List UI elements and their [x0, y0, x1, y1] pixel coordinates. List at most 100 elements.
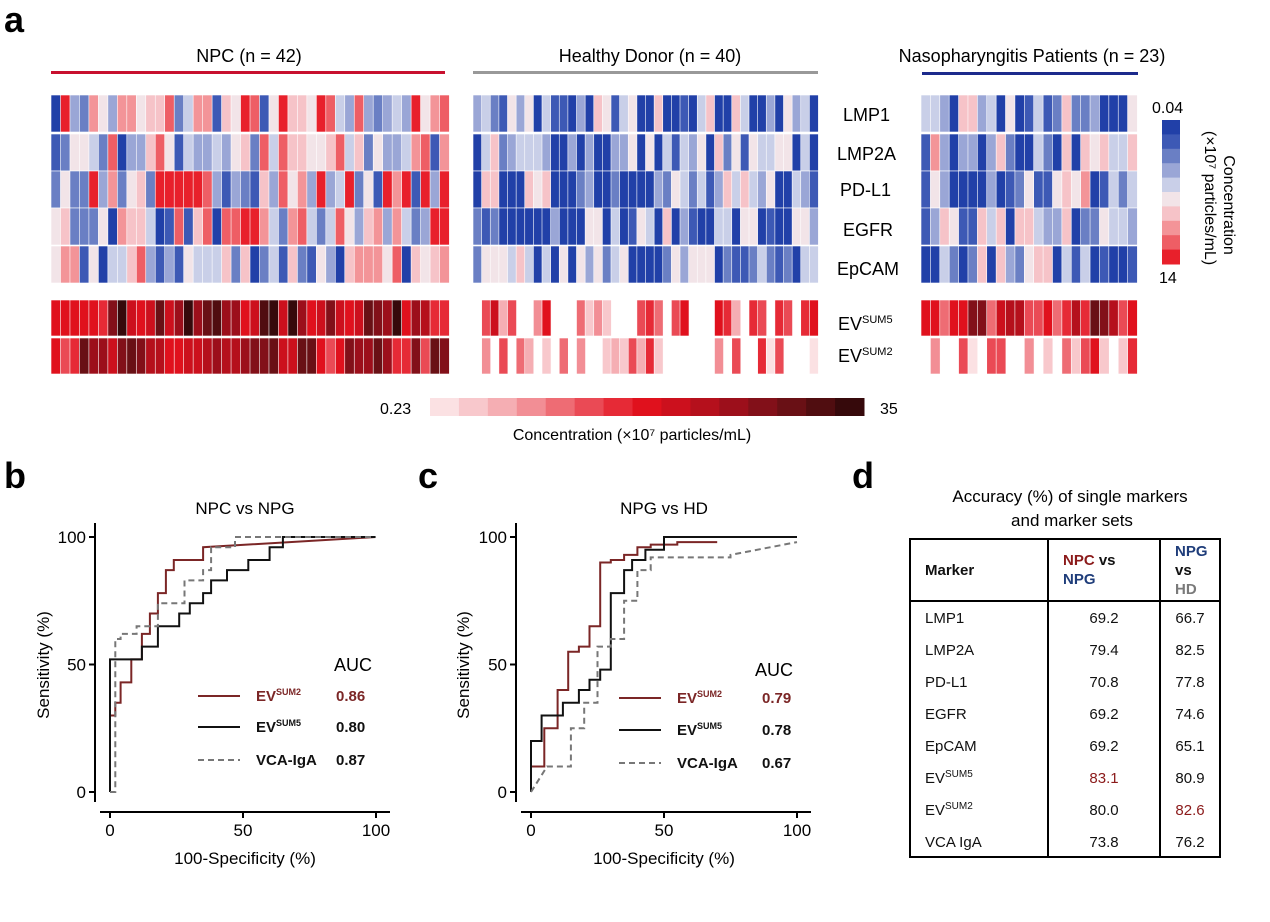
heatmap-cell [602, 133, 612, 172]
heatmap-cell [791, 245, 802, 284]
x-tick-label: 50 [234, 821, 253, 840]
heatmap-sum-cell [541, 337, 552, 375]
heatmap-cell [1052, 133, 1063, 172]
table-header-row: Marker NPC vs NPG NPG vs HD [911, 540, 1219, 602]
heatmap-cell [98, 170, 109, 209]
heatmap-cell [567, 207, 578, 246]
heatmap-cell [420, 245, 431, 284]
header-hd: HD [1175, 580, 1197, 598]
heatmap-sum-cell [117, 299, 128, 337]
heatmap-sum-cell [800, 299, 811, 337]
heatmap-cell [1108, 245, 1119, 284]
heatmap-cell [636, 94, 647, 133]
heatmap-cell [154, 207, 166, 246]
y-tick-label: 50 [488, 656, 507, 675]
heatmap-cell [696, 94, 707, 133]
heatmap-cell [297, 133, 308, 172]
scale-swatch [430, 398, 460, 416]
heatmap-cell [524, 207, 535, 246]
heatmap-cell [1127, 133, 1138, 172]
cell-marker: PD-L1 [925, 673, 968, 691]
heatmap-cell [344, 94, 355, 133]
scale-swatch [806, 398, 836, 416]
legend-label: EVSUM5 [256, 718, 301, 736]
heatmap-cell [748, 94, 759, 133]
legend-auc-value: 0.86 [336, 688, 365, 705]
heatmap-sum-cell [977, 299, 988, 337]
heatmap-cell [183, 133, 194, 172]
heatmap-cell [558, 133, 569, 172]
heatmap-cell [60, 94, 71, 133]
heatmap-cell [930, 245, 941, 284]
heatmap-cell [221, 207, 232, 246]
heatmap-sum-cell [363, 337, 374, 375]
heatmap-cell [920, 133, 932, 172]
roc-chart-npc-vs-npg: NPC vs NPG 100-Specificity (%) Sensitivi… [34, 499, 390, 868]
heatmap-cell [731, 207, 742, 246]
heatmap-cell [688, 207, 698, 246]
heatmap-cell [986, 207, 997, 246]
heatmap-sum-cell [541, 299, 552, 337]
heatmap-cell [619, 207, 629, 246]
heatmap-cell [1024, 94, 1035, 133]
heatmap-sum-cell [382, 299, 393, 337]
heatmap-cell [50, 207, 62, 246]
panel-letter-d: d [852, 455, 874, 496]
heatmap-cell [391, 170, 403, 209]
heatmap-sum-cell [154, 337, 166, 375]
heatmap-cell [1127, 245, 1138, 284]
heatmap-sum-cell [363, 299, 374, 337]
heatmap-sum-cell [748, 299, 759, 337]
heatmap-cell [489, 207, 500, 246]
heatmap-cell [268, 94, 280, 133]
heatmap-cell [117, 207, 128, 246]
cell-npg-vs-hd: 80.9 [1159, 762, 1219, 794]
heatmap-sum-cell [344, 299, 355, 337]
heatmap-sum-cell [967, 337, 979, 375]
heatmap-cell [1061, 133, 1072, 172]
header-npg-vs-hd: NPG vs HD [1159, 540, 1219, 602]
heatmap-cell [1024, 207, 1035, 246]
heatmap-cell [967, 170, 979, 209]
heatmap-sum-cell [636, 299, 647, 337]
heatmap-cell [774, 207, 785, 246]
heatmap-cell [809, 94, 819, 133]
heatmap-cell [50, 245, 62, 284]
legend-auc-value: 0.87 [336, 752, 365, 769]
roc-series-line [530, 541, 718, 792]
cell-npg-vs-hd: 74.6 [1159, 698, 1219, 730]
roc-chart-npg-vs-hd: NPG vs HD 100-Specificity (%) Sensitivit… [454, 499, 811, 868]
table-title-line1: Accuracy (%) of single markers [952, 487, 1187, 506]
heatmap-cell [498, 207, 509, 246]
heatmap-cell [1080, 245, 1091, 284]
heatmap-cell [481, 245, 491, 284]
heatmap-cell [748, 245, 759, 284]
heatmap-cell [584, 245, 595, 284]
scale-swatch [1162, 163, 1180, 179]
heatmap-cell [791, 207, 802, 246]
heatmap-cell [731, 170, 742, 209]
heatmap-cell [1070, 207, 1082, 246]
row-label-egfr: EGFR [843, 220, 893, 240]
heatmap-cell [602, 245, 612, 284]
heatmap-cell [593, 245, 604, 284]
heatmap-cell [1117, 170, 1129, 209]
heatmap-cell [757, 170, 767, 209]
heatmap-cell [645, 207, 655, 246]
heatmap-sum-cell [88, 337, 100, 375]
heatmap-sum-cell [107, 337, 119, 375]
heatmap-cell [79, 94, 90, 133]
heatmap-cell [489, 94, 500, 133]
heatmap-cell [382, 94, 393, 133]
heatmap-cell [533, 245, 543, 284]
cell-npg-vs-hd: 76.2 [1159, 826, 1219, 858]
heatmap-cell [363, 94, 374, 133]
heatmap-cell [287, 207, 299, 246]
heatmap-cell [382, 133, 393, 172]
heatmap-cell [636, 245, 647, 284]
heatmap-cell [344, 170, 355, 209]
heatmap-cell [259, 94, 270, 133]
heatmap-cell [88, 133, 100, 172]
heatmap-cell [967, 133, 979, 172]
heatmap-cell [192, 245, 204, 284]
